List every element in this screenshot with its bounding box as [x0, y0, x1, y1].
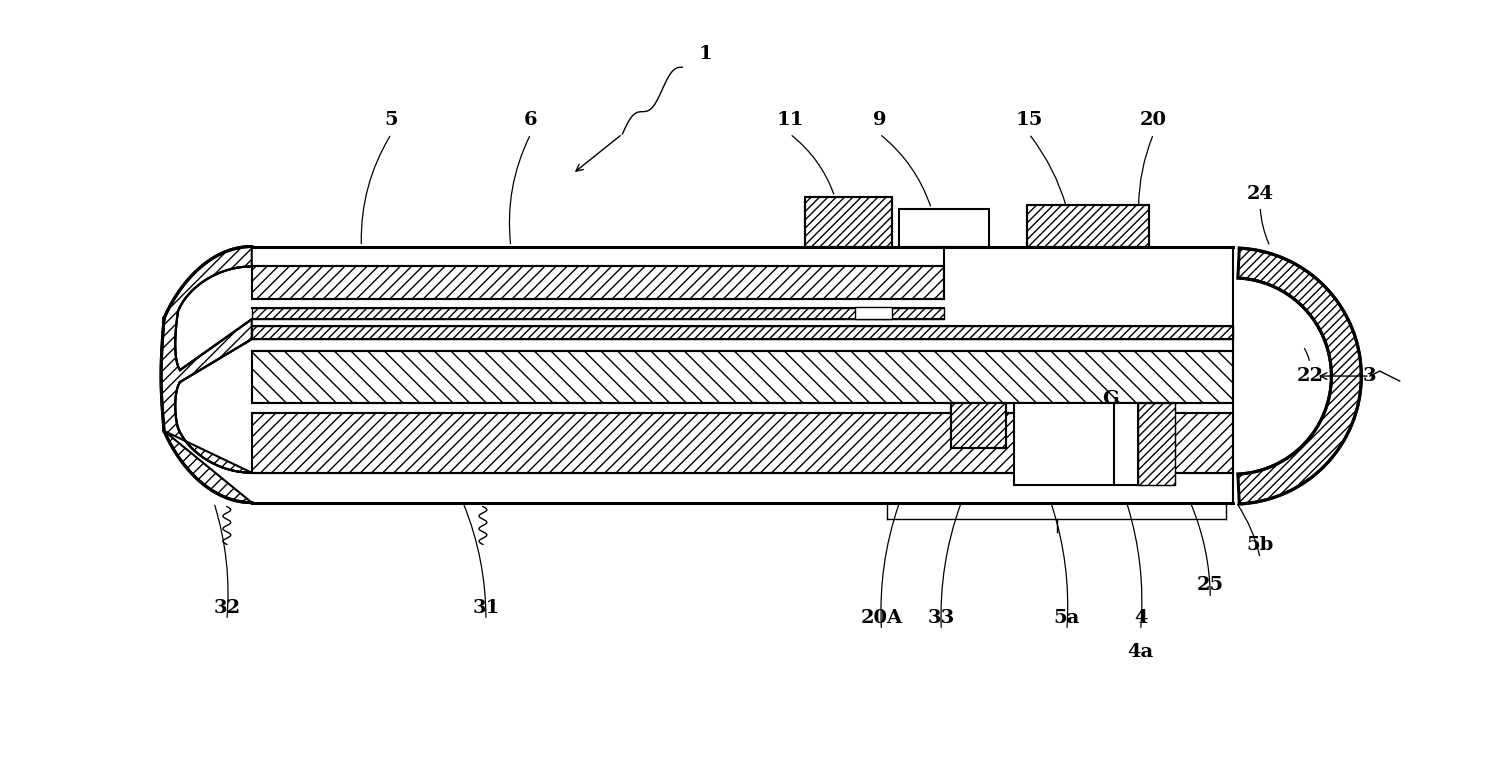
Polygon shape	[1138, 403, 1175, 485]
Text: 20A: 20A	[861, 609, 902, 627]
Text: 1: 1	[698, 45, 712, 63]
Text: 4a: 4a	[1127, 643, 1154, 661]
Polygon shape	[951, 403, 1007, 448]
Polygon shape	[252, 266, 944, 299]
Polygon shape	[804, 197, 892, 247]
Polygon shape	[252, 326, 1233, 339]
Text: 9: 9	[873, 111, 886, 129]
Text: 32: 32	[213, 599, 240, 617]
Text: 25: 25	[1197, 576, 1224, 594]
Text: 6: 6	[524, 111, 538, 129]
Polygon shape	[161, 247, 252, 503]
Text: 3: 3	[1362, 367, 1377, 385]
Text: 24: 24	[1246, 184, 1273, 203]
Polygon shape	[252, 308, 944, 319]
Text: 5: 5	[384, 111, 398, 129]
Text: 20: 20	[1141, 111, 1167, 129]
Polygon shape	[1237, 248, 1361, 504]
Text: 5a: 5a	[1054, 609, 1080, 627]
Text: 33: 33	[928, 609, 954, 627]
Text: 31: 31	[472, 599, 500, 617]
Polygon shape	[252, 351, 1233, 403]
Polygon shape	[252, 473, 1233, 503]
Polygon shape	[1027, 205, 1148, 247]
Text: 4: 4	[1133, 609, 1148, 627]
Polygon shape	[252, 413, 1233, 473]
Text: 5b: 5b	[1246, 537, 1273, 555]
Text: G: G	[1102, 390, 1120, 408]
Polygon shape	[855, 307, 892, 319]
Text: 11: 11	[776, 111, 804, 129]
Text: 15: 15	[1015, 111, 1042, 129]
Polygon shape	[1014, 403, 1175, 485]
Text: 22: 22	[1297, 367, 1324, 385]
Polygon shape	[899, 209, 989, 247]
Polygon shape	[252, 247, 944, 266]
